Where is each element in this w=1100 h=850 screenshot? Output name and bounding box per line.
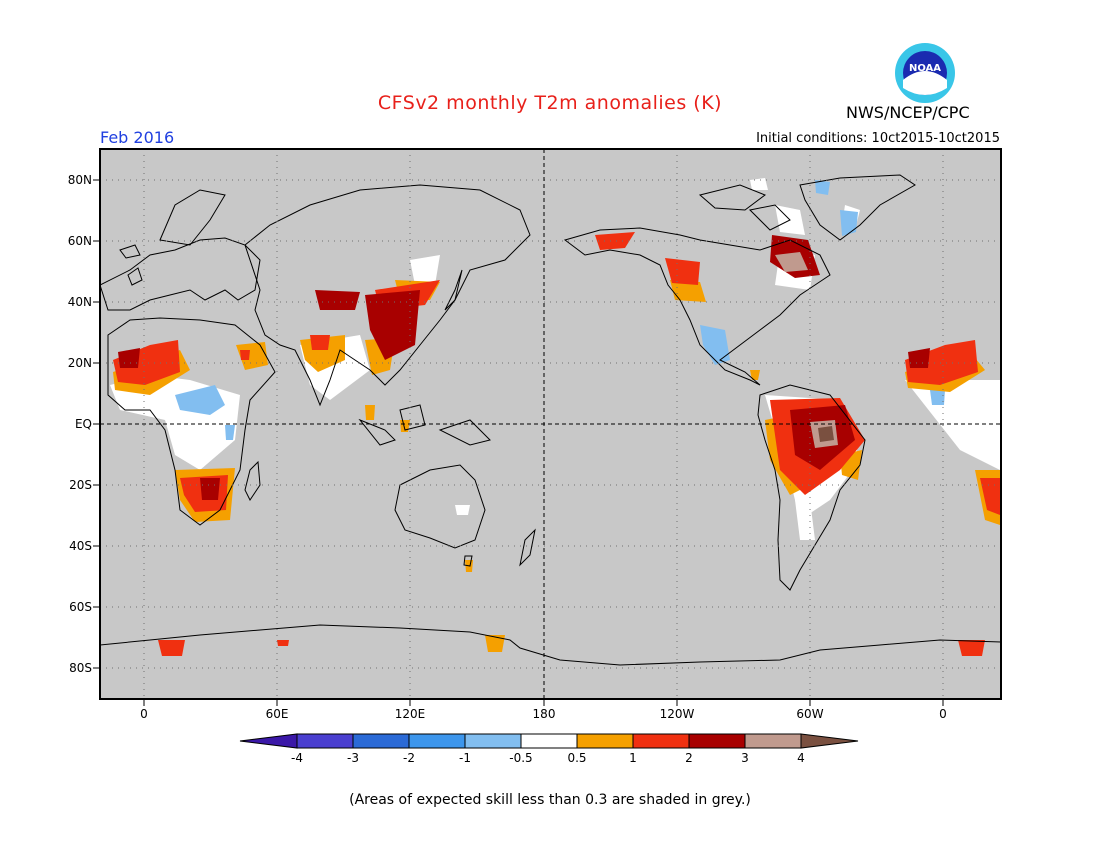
colorbar-tick-label: 3 xyxy=(741,751,749,765)
colorbar-tick-label: 1 xyxy=(629,751,637,765)
lon-label-120e: 120E xyxy=(395,707,426,720)
lon-label-0-west: 0 xyxy=(140,707,148,720)
colorbar: -4 -3 -2 -1 -0.5 0.5 1 2 3 4 xyxy=(239,733,859,765)
lat-label-40n: 40N xyxy=(68,295,92,309)
colorbar-tick-label: 4 xyxy=(797,751,805,765)
lat-label-20n: 20N xyxy=(68,356,92,370)
lat-label-80n: 80N xyxy=(68,173,92,187)
colorbar-tick-label: 0.5 xyxy=(567,751,586,765)
lat-label-eq: EQ xyxy=(75,417,92,431)
colorbar-cell-minus1-minus05 xyxy=(464,733,522,749)
graticule xyxy=(100,149,1001,699)
axis-ticks xyxy=(93,179,944,706)
lon-label-180: 180 xyxy=(533,707,556,720)
forecast-month: Feb 2016 xyxy=(100,128,175,147)
coastlines xyxy=(100,174,1001,666)
colorbar-cell-above-4 xyxy=(800,733,859,749)
colorbar-cell-05-1 xyxy=(576,733,634,749)
lat-label-80s: 80S xyxy=(69,661,92,675)
lat-label-60n: 60N xyxy=(68,234,92,248)
colorbar-cell-minus4-minus3 xyxy=(296,733,354,749)
colorbar-tick-label: -2 xyxy=(403,751,415,765)
lat-label-40s: 40S xyxy=(69,539,92,553)
lat-label-20s: 20S xyxy=(69,478,92,492)
anomaly-layer xyxy=(110,178,1000,656)
colorbar-cell-below-minus4 xyxy=(239,733,298,749)
skill-footnote: (Areas of expected skill less than 0.3 a… xyxy=(349,792,751,808)
colorbar-tick-label: -3 xyxy=(347,751,359,765)
lon-label-60w: 60W xyxy=(796,707,823,720)
lon-label-0-east: 0 xyxy=(939,707,947,720)
initial-conditions: Initial conditions: 10ct2015-10ct2015 xyxy=(756,131,1000,146)
colorbar-tick-label: 2 xyxy=(685,751,693,765)
map-title: CFSv2 monthly T2m anomalies (K) xyxy=(377,92,723,114)
colorbar-tick-label: -1 xyxy=(459,751,471,765)
lon-label-120w: 120W xyxy=(660,707,695,720)
logo-text: NOAA xyxy=(909,63,941,74)
colorbar-cell-2-3 xyxy=(688,733,746,749)
lat-label-60s: 60S xyxy=(69,600,92,614)
agency-label: NWS/NCEP/CPC xyxy=(846,103,970,122)
colorbar-cell-neutral xyxy=(520,733,578,749)
colorbar-cell-3-4 xyxy=(744,733,802,749)
colorbar-cell-minus3-minus2 xyxy=(352,733,410,749)
colorbar-tick-label: -0.5 xyxy=(509,751,532,765)
noaa-logo: NOAA xyxy=(895,43,955,103)
lon-label-60e: 60E xyxy=(266,707,289,720)
colorbar-tick-label: -4 xyxy=(291,751,303,765)
colorbar-cell-minus2-minus1 xyxy=(408,733,466,749)
world-map: 80N 60N 40N 20N EQ 20S 40S 60S 80S 0 60E… xyxy=(68,148,1002,720)
colorbar-cell-1-2 xyxy=(632,733,690,749)
